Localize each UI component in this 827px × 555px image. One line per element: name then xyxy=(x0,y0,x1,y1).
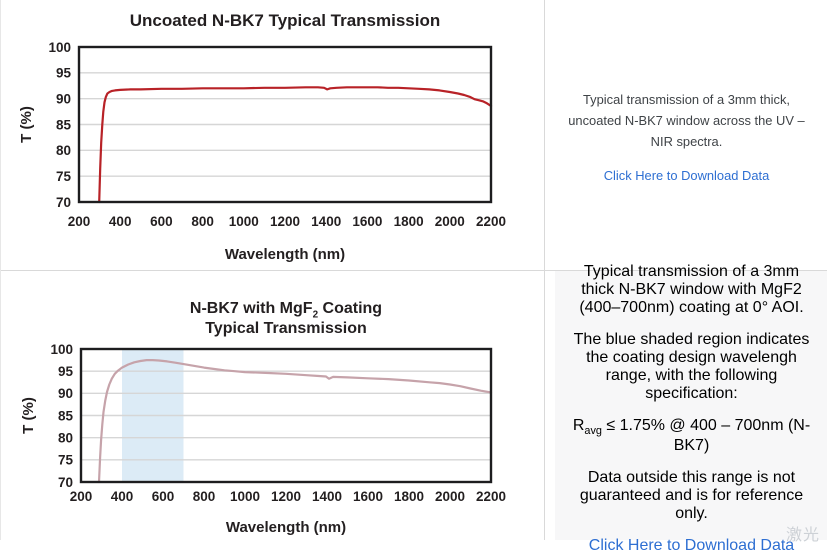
x-tick-label: 800 xyxy=(193,489,216,504)
x-tick-label: 600 xyxy=(152,489,175,504)
x-tick-label: 1000 xyxy=(229,214,259,229)
spec-rest: ≤ 1.75% @ 400 – 700nm (N-BK7) xyxy=(601,416,811,455)
plot-border xyxy=(79,347,493,484)
x-tick-label: 1800 xyxy=(394,489,424,504)
y-tick-label: 85 xyxy=(56,117,72,132)
x-tick-label: 2200 xyxy=(476,489,506,504)
y-tick-label: 75 xyxy=(58,453,74,468)
x-tick-label: 2000 xyxy=(435,489,465,504)
y-tick-label: 100 xyxy=(48,40,71,55)
uncoated-data-line xyxy=(98,86,493,204)
y-tick-label: 85 xyxy=(58,408,74,423)
x-tick-label: 1200 xyxy=(271,489,301,504)
x-tick-label: 1600 xyxy=(353,489,383,504)
chart-title: N-BK7 with MgF2 Coating xyxy=(190,300,382,320)
uncoated-download-data-link[interactable]: Click Here to Download Data xyxy=(603,168,770,184)
uncoated-description-panel: Typical transmission of a 3mm thick, unc… xyxy=(544,0,827,270)
x-axis-label: Wavelength (nm) xyxy=(226,519,346,536)
plot-border xyxy=(77,45,493,204)
x-tick-label: 400 xyxy=(111,489,134,504)
y-tick-label: 80 xyxy=(56,143,71,158)
y-axis-label: T (%) xyxy=(18,106,35,143)
x-tick-label: 400 xyxy=(109,214,132,229)
y-tick-label: 95 xyxy=(56,66,72,81)
y-axis-label: T (%) xyxy=(20,397,37,434)
y-tick-label: 80 xyxy=(58,430,73,445)
coated-data-line xyxy=(97,358,493,484)
y-tick-label: 90 xyxy=(58,386,73,401)
y-tick-label: 100 xyxy=(50,342,73,357)
x-tick-label: 200 xyxy=(70,489,93,504)
coated-spec-text: Ravg ≤ 1.75% @ 400 – 700nm (N-BK7) xyxy=(569,417,814,455)
spec-subscript: avg xyxy=(584,425,602,438)
x-tick-label: 1400 xyxy=(311,214,341,229)
x-tick-label: 1000 xyxy=(230,489,260,504)
x-tick-label: 800 xyxy=(191,214,214,229)
uncoated-transmission-chart: 70 75 80 85 90 95 100 200 400 600 800 1000 1200 1400 1… xyxy=(1,0,544,270)
x-tick-label: 1800 xyxy=(394,214,424,229)
x-tick-label: 1600 xyxy=(352,214,382,229)
coated-description-panel: Typical transmission of a 3mm thick N-BK… xyxy=(544,263,827,554)
coated-disclaimer-text: Data outside this range is not guarantee… xyxy=(579,469,804,523)
x-tick-label: 1400 xyxy=(312,489,342,504)
x-tick-label: 1200 xyxy=(270,214,300,229)
x-axis-label: Wavelength (nm) xyxy=(225,246,345,263)
x-tick-label: 2200 xyxy=(476,214,506,229)
coated-chart-panel: 70 75 80 85 90 95 100 200 400 600 800 1000 1200 1400 1… xyxy=(1,270,544,540)
coated-transmission-chart: 70 75 80 85 90 95 100 200 400 600 800 1000 1200 1400 1… xyxy=(1,271,544,540)
x-tick-label: 600 xyxy=(150,214,173,229)
y-tick-label: 70 xyxy=(58,475,73,490)
uncoated-chart-svg: 70 75 80 85 90 95 100 200 400 600 800 1000 1200 1400 1… xyxy=(18,11,506,263)
x-tick-label: 2000 xyxy=(435,214,465,229)
chart-title: Typical Transmission xyxy=(205,320,367,337)
y-tick-label: 95 xyxy=(58,364,74,379)
uncoated-description-text: Typical transmission of a 3mm thick, unc… xyxy=(568,92,805,149)
coated-region-text: The blue shaded region indicates the coa… xyxy=(573,330,810,402)
coated-chart-svg: 70 75 80 85 90 95 100 200 400 600 800 1000 1200 1400 1… xyxy=(20,300,506,536)
coated-description-card: Typical transmission of a 3mm thick N-BK… xyxy=(555,263,827,554)
x-tick-label: 200 xyxy=(68,214,91,229)
y-tick-label: 90 xyxy=(56,91,71,106)
y-tick-label: 70 xyxy=(56,195,71,210)
y-tick-label: 75 xyxy=(56,169,72,184)
chart-title: Uncoated N-BK7 Typical Transmission xyxy=(130,11,440,30)
spec-base: R xyxy=(572,416,585,434)
coated-intro-text: Typical transmission of a 3mm thick N-BK… xyxy=(579,262,804,316)
uncoated-chart-panel: 70 75 80 85 90 95 100 200 400 600 800 1000 1200 1400 1… xyxy=(1,0,544,270)
